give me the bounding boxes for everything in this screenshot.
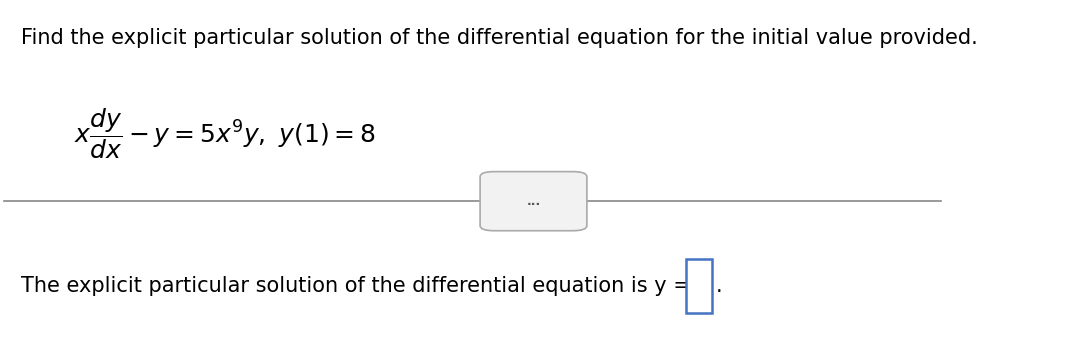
FancyBboxPatch shape [481, 172, 586, 231]
Text: Find the explicit particular solution of the differential equation for the initi: Find the explicit particular solution of… [21, 28, 977, 48]
Text: The explicit particular solution of the differential equation is y =: The explicit particular solution of the … [21, 276, 691, 296]
FancyBboxPatch shape [686, 259, 713, 313]
Text: ...: ... [526, 195, 541, 208]
Text: $x\dfrac{dy}{dx} - y = 5x^9y,\ y(1) = 8$: $x\dfrac{dy}{dx} - y = 5x^9y,\ y(1) = 8$ [75, 106, 377, 161]
Text: .: . [716, 276, 723, 296]
